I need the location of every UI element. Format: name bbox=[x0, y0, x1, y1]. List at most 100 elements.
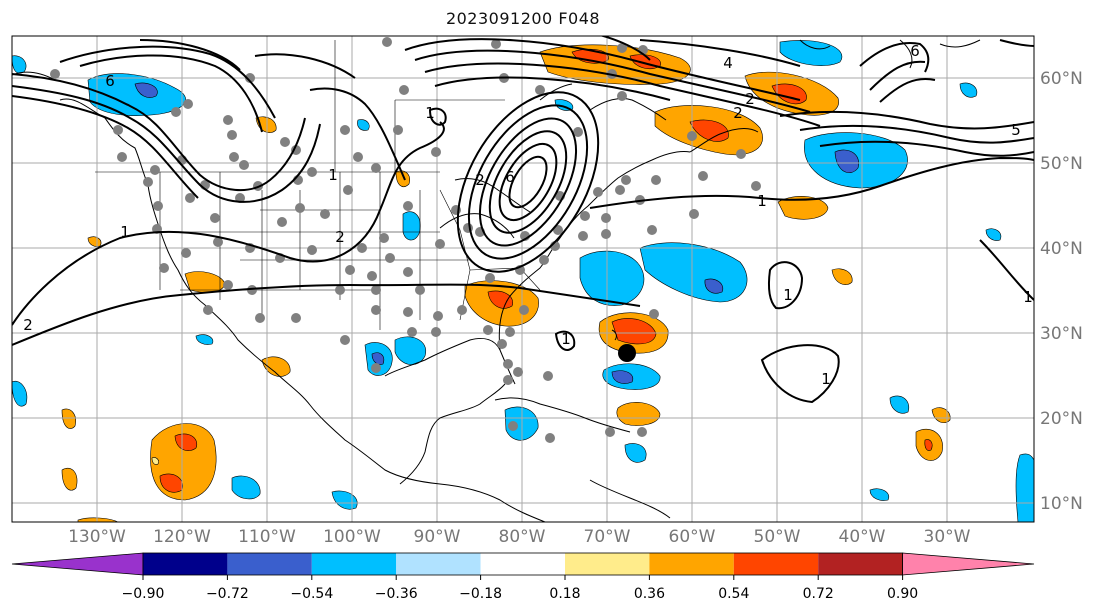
positive-anomaly-area bbox=[395, 170, 410, 187]
latitude-label: 60°N bbox=[1040, 69, 1083, 89]
contour-label: 1 bbox=[757, 192, 767, 210]
contour-label: 1 bbox=[783, 286, 793, 304]
longitude-label: 30°W bbox=[924, 527, 971, 547]
negative-anomaly-area bbox=[402, 211, 421, 241]
negative-anomaly-area bbox=[1015, 453, 1034, 522]
contour-label: 2 bbox=[23, 316, 33, 334]
contour-label: 6 bbox=[505, 168, 515, 186]
contour-label: 6 bbox=[910, 42, 920, 60]
colorbar-segment bbox=[143, 553, 228, 575]
contour-labels: 6 1 1 2 1 2 2 4 5 6 1 2 1 6 1 1 2 1 bbox=[23, 42, 1033, 388]
negative-anomaly-area bbox=[134, 82, 158, 98]
negative-anomaly-area bbox=[371, 352, 385, 365]
negative-anomaly-area bbox=[12, 55, 27, 74]
longitude-label: 90°W bbox=[414, 527, 461, 547]
colorbar-tick-label: 0.72 bbox=[803, 586, 834, 602]
negative-anomaly-area bbox=[624, 443, 647, 463]
contour-label: 2 bbox=[335, 228, 345, 246]
positive-anomaly-area bbox=[87, 236, 102, 247]
colorbar: −0.90 −0.72 −0.54 −0.36 −0.18 0.18 0.36 … bbox=[11, 552, 1035, 602]
shaded-anomaly-regions bbox=[12, 40, 1034, 522]
latitude-label: 30°N bbox=[1040, 324, 1083, 344]
longitude-label: 110°W bbox=[238, 527, 296, 547]
negative-anomaly-area bbox=[195, 334, 214, 345]
colorbar-segment bbox=[733, 553, 819, 575]
longitude-label: 100°W bbox=[323, 527, 381, 547]
latitude-label: 50°N bbox=[1040, 154, 1083, 174]
longitude-label: 70°W bbox=[584, 527, 631, 547]
colorbar-tick-label: −0.18 bbox=[459, 586, 502, 602]
colorbar-tick-label: −0.54 bbox=[290, 586, 333, 602]
negative-anomaly-area bbox=[12, 380, 28, 407]
colorbar-tick-label: 0.54 bbox=[718, 586, 749, 602]
contour-lines bbox=[12, 36, 1034, 404]
contour-label: 2 bbox=[745, 90, 755, 108]
colorbar-tick-label: −0.90 bbox=[122, 586, 165, 602]
positive-anomaly-area bbox=[61, 468, 78, 491]
negative-anomaly-area bbox=[639, 242, 748, 303]
storm-center-marker bbox=[618, 344, 636, 362]
positive-anomaly-area bbox=[77, 517, 119, 522]
contour-label: 1 bbox=[561, 330, 571, 348]
negative-anomaly-area bbox=[394, 336, 427, 365]
negative-anomaly-area bbox=[834, 149, 859, 173]
positive-anomaly-area bbox=[184, 271, 226, 293]
positive-anomaly-area bbox=[924, 439, 933, 451]
colorbar-tick-label: −0.36 bbox=[375, 586, 418, 602]
colorbar-segment bbox=[818, 553, 903, 575]
map-title: 2023091200 F048 bbox=[445, 9, 601, 28]
colorbar-tick-label: 0.18 bbox=[549, 586, 580, 602]
contour-label: 2 bbox=[733, 104, 743, 122]
colorbar-tick-labels: −0.90 −0.72 −0.54 −0.36 −0.18 0.18 0.36 … bbox=[122, 586, 919, 602]
longitude-axis-labels: 130°W 120°W 110°W 100°W 90°W 80°W 70°W 6… bbox=[68, 527, 971, 547]
colorbar-ticks bbox=[142, 575, 904, 580]
political-borders bbox=[95, 40, 541, 330]
negative-anomaly-area bbox=[985, 228, 1002, 241]
longitude-label: 40°W bbox=[839, 527, 886, 547]
negative-anomaly-area bbox=[779, 40, 843, 66]
negative-anomaly-area bbox=[579, 250, 645, 306]
latitude-label: 10°N bbox=[1040, 494, 1083, 514]
negative-anomaly-area bbox=[889, 395, 910, 414]
positive-anomaly-area bbox=[151, 457, 159, 465]
contour-label: 5 bbox=[1011, 121, 1021, 139]
positive-anomaly-area bbox=[174, 433, 198, 451]
colorbar-extend-high bbox=[902, 552, 1035, 576]
negative-anomaly-area bbox=[331, 490, 358, 510]
colorbar-tick-label: 0.90 bbox=[887, 586, 918, 602]
contour-label: 1 bbox=[328, 166, 338, 184]
latitude-label: 20°N bbox=[1040, 409, 1083, 429]
contour-label: 4 bbox=[723, 54, 733, 72]
colorbar-segment bbox=[480, 553, 565, 575]
longitude-label: 80°W bbox=[499, 527, 546, 547]
positive-anomaly-area bbox=[611, 318, 657, 345]
positive-anomaly-area bbox=[689, 119, 729, 142]
longitude-label: 130°W bbox=[68, 527, 126, 547]
longitude-label: 120°W bbox=[153, 527, 211, 547]
colorbar-segment bbox=[311, 553, 397, 575]
colorbar-segment bbox=[649, 553, 734, 575]
contour-label: 1 bbox=[120, 223, 130, 241]
contour-label: 2 bbox=[475, 171, 485, 189]
station-dots bbox=[50, 37, 761, 443]
negative-anomaly-area bbox=[231, 475, 261, 500]
negative-anomaly-area bbox=[959, 82, 978, 98]
negative-anomaly-area bbox=[704, 278, 724, 294]
colorbar-segment bbox=[227, 553, 312, 575]
colorbar-segment bbox=[396, 553, 481, 575]
contour-label: 1 bbox=[1023, 288, 1033, 306]
negative-anomaly-area bbox=[357, 119, 370, 131]
colorbar-segment bbox=[565, 553, 650, 575]
negative-anomaly-area bbox=[869, 488, 890, 501]
longitude-label: 50°W bbox=[754, 527, 801, 547]
colorbar-segments bbox=[11, 552, 1035, 576]
positive-anomaly-area bbox=[61, 408, 76, 429]
negative-anomaly-area bbox=[611, 370, 634, 384]
positive-anomaly-area bbox=[261, 356, 291, 377]
positive-anomaly-area bbox=[487, 290, 513, 309]
colorbar-frame bbox=[142, 552, 903, 576]
map-frame bbox=[11, 35, 1035, 523]
contour-label: 1 bbox=[821, 370, 831, 388]
positive-anomaly-area bbox=[777, 196, 829, 220]
positive-anomaly-area bbox=[831, 268, 853, 285]
